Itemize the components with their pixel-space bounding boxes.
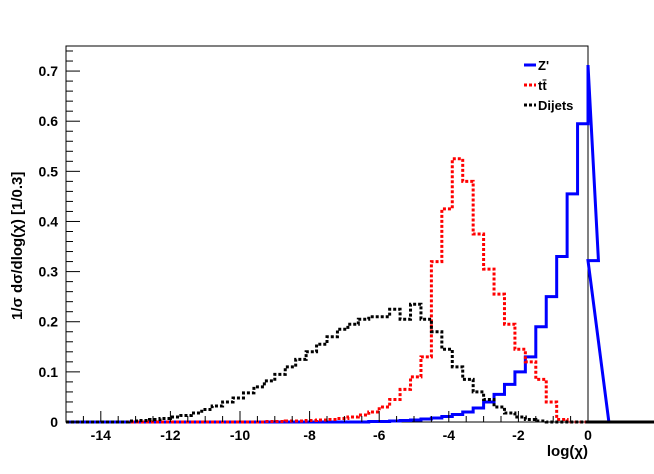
x-tick-label: -4 [443, 427, 456, 443]
x-tick-label: -6 [373, 427, 386, 443]
plot-frame [65, 45, 589, 423]
series-line-2 [66, 302, 654, 424]
series-line-1 [66, 157, 654, 424]
y-tick-label: 0.3 [39, 264, 59, 280]
y-axis-title: 1/σ dσ/dlog(χ) [1/0.3] [9, 172, 26, 320]
x-tick-label: 0 [584, 427, 592, 443]
y-tick-label: 0.4 [39, 213, 59, 229]
y-tick-label: 0.1 [39, 364, 59, 380]
x-tick-label: -12 [160, 427, 180, 443]
x-axis-title: log(χ) [547, 443, 588, 460]
y-tick-label: 0.7 [39, 63, 59, 79]
x-axis: -14 -12 -10 -8 -6 -4 -2 0 [65, 411, 592, 443]
y-tick-label: 0.6 [39, 113, 59, 129]
legend-label-2: Dijets [538, 98, 573, 113]
legend-label-0: Z' [538, 58, 549, 73]
x-tick-label: -2 [512, 427, 525, 443]
x-tick-label: -8 [303, 427, 316, 443]
series-line-0 [66, 64, 654, 424]
y-tick-label: 0 [50, 414, 58, 430]
legend-label-1: tt̄ [538, 78, 547, 93]
series-layer [66, 64, 654, 424]
plot-border [65, 45, 589, 423]
y-tick-label: 0.2 [39, 314, 59, 330]
legend: Z' tt̄ Dijets [524, 58, 573, 113]
y-tick-label: 0.5 [39, 163, 59, 179]
y-axis: 0 0.1 0.2 0.3 0.4 0.5 0.6 0.7 [39, 50, 80, 430]
x-tick-label: -14 [91, 427, 111, 443]
x-tick-label: -10 [230, 427, 250, 443]
